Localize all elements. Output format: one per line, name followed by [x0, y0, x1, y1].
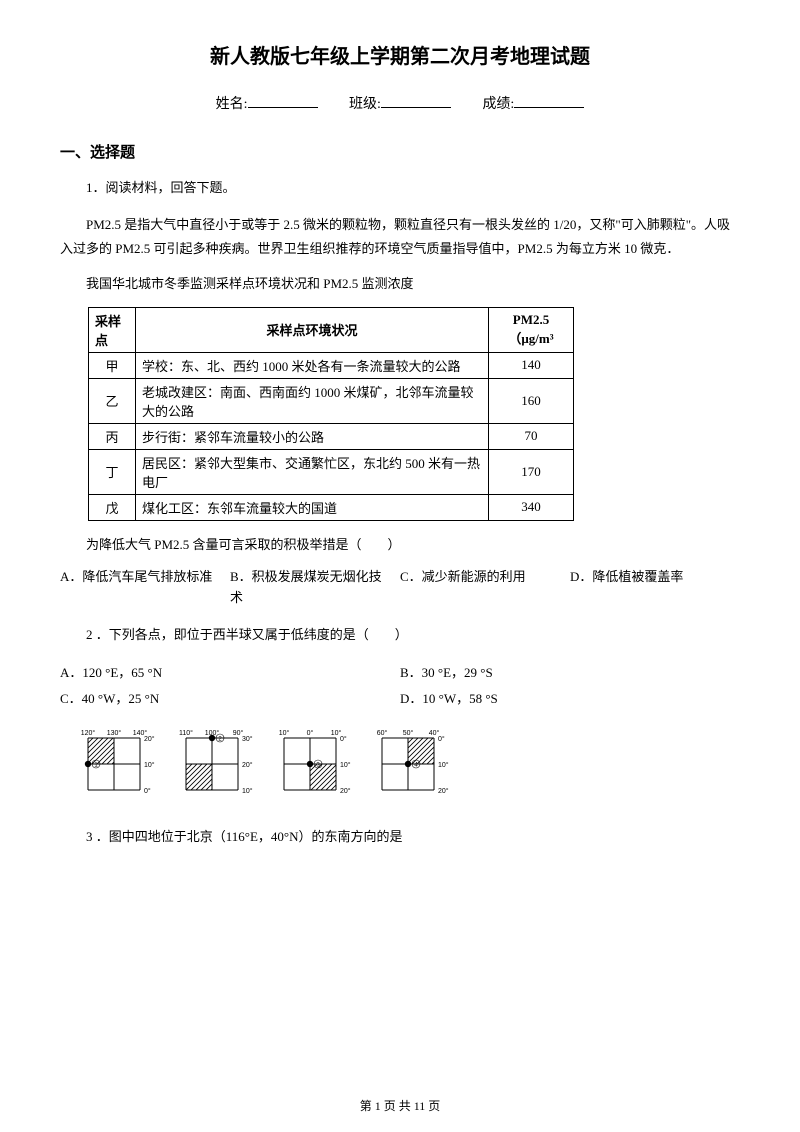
- svg-text:0°: 0°: [144, 787, 151, 795]
- q1-paragraph-2: 我国华北城市冬季监测采样点环境状况和 PM2.5 监测浓度: [60, 272, 740, 297]
- pm-table: 采样点 采样点环境状况 PM2.5 （μg/m³ 甲 学校：东、北、西约 100…: [88, 307, 574, 521]
- svg-text:120°: 120°: [81, 729, 96, 737]
- svg-text:60°: 60°: [377, 729, 388, 737]
- q1-paragraph-1: PM2.5 是指大气中直径小于或等于 2.5 微米的颗粒物，颗粒直径只有一根头发…: [60, 213, 740, 262]
- cell-val: 70: [489, 423, 574, 449]
- grid-diagram: 120°130°140°20°10°0°1110°100°90°30°20°10…: [80, 726, 740, 815]
- svg-text:20°: 20°: [438, 787, 449, 795]
- svg-text:0°: 0°: [438, 735, 445, 743]
- score-label: 成绩:: [482, 97, 514, 112]
- q1-number: 1．阅读材料，回答下题。: [60, 176, 740, 201]
- score-blank[interactable]: [514, 107, 584, 108]
- cell-desc: 老城改建区：南面、西南面约 1000 米煤矿，北邻车流量较大的公路: [136, 378, 489, 423]
- cell-val: 160: [489, 378, 574, 423]
- svg-text:10°: 10°: [279, 729, 290, 737]
- q1-option-b[interactable]: B．积极发展煤炭无烟化技术: [230, 567, 400, 609]
- svg-text:10°: 10°: [242, 787, 253, 795]
- section-heading: 一、选择题: [60, 141, 740, 162]
- page-footer: 第 1 页 共 11 页: [0, 1097, 800, 1114]
- class-blank[interactable]: [381, 107, 451, 108]
- th-val-l2: （μg/m³: [508, 331, 553, 346]
- th-val-l1: PM2.5: [513, 312, 549, 327]
- document-title: 新人教版七年级上学期第二次月考地理试题: [60, 40, 740, 69]
- cell-desc: 煤化工区：东邻车流量较大的国道: [136, 494, 489, 520]
- name-label: 姓名:: [216, 97, 248, 112]
- svg-text:0°: 0°: [340, 735, 347, 743]
- grid-svg: 120°130°140°20°10°0°1110°100°90°30°20°10…: [80, 726, 520, 810]
- q1-stem: 为降低大气 PM2.5 含量可言采取的积极举措是（ ）: [60, 533, 740, 558]
- cell-desc: 步行街：紧邻车流量较小的公路: [136, 423, 489, 449]
- cell-desc: 居民区：紧邻大型集市、交通繁忙区，东北约 500 米有一热电厂: [136, 449, 489, 494]
- cell-desc: 学校：东、北、西约 1000 米处各有一条流量较大的公路: [136, 352, 489, 378]
- q1-option-d[interactable]: D．降低植被覆盖率: [570, 567, 740, 609]
- svg-text:20°: 20°: [144, 735, 155, 743]
- th-desc: 采样点环境状况: [136, 307, 489, 352]
- q2-option-d[interactable]: D．10 °W，58 °S: [400, 686, 740, 712]
- cell-val: 140: [489, 352, 574, 378]
- table-row: 乙 老城改建区：南面、西南面约 1000 米煤矿，北邻车流量较大的公路 160: [89, 378, 574, 423]
- cell-pt: 丙: [89, 423, 136, 449]
- q3-number: 3 ．图中四地位于北京（116°E，40°N）的东南方向的是: [60, 825, 740, 850]
- table-row: 甲 学校：东、北、西约 1000 米处各有一条流量较大的公路 140: [89, 352, 574, 378]
- q2-option-c[interactable]: C．40 °W，25 °N: [60, 686, 400, 712]
- q2-options: A．120 °E，65 °N B．30 °E，29 °S C．40 °W，25 …: [60, 660, 740, 712]
- cell-pt: 戊: [89, 494, 136, 520]
- table-header-row: 采样点 采样点环境状况 PM2.5 （μg/m³: [89, 307, 574, 352]
- name-blank[interactable]: [248, 107, 318, 108]
- cell-pt: 乙: [89, 378, 136, 423]
- th-val: PM2.5 （μg/m³: [489, 307, 574, 352]
- class-label: 班级:: [349, 97, 381, 112]
- q2-option-a[interactable]: A．120 °E，65 °N: [60, 660, 400, 686]
- cell-pt: 甲: [89, 352, 136, 378]
- q2-number: 2 ．下列各点，即位于西半球又属于低纬度的是（ ）: [60, 623, 740, 648]
- svg-text:130°: 130°: [107, 729, 122, 737]
- q1-options: A．降低汽车尾气排放标准 B．积极发展煤炭无烟化技术 C．减少新能源的利用 D．…: [60, 567, 740, 609]
- svg-text:50°: 50°: [403, 729, 414, 737]
- svg-text:0°: 0°: [307, 729, 314, 737]
- table-row: 丁 居民区：紧邻大型集市、交通繁忙区，东北约 500 米有一热电厂 170: [89, 449, 574, 494]
- q1-option-c[interactable]: C．减少新能源的利用: [400, 567, 570, 609]
- svg-text:20°: 20°: [242, 761, 253, 769]
- svg-text:10°: 10°: [144, 761, 155, 769]
- svg-text:110°: 110°: [179, 729, 193, 737]
- th-point: 采样点: [89, 307, 136, 352]
- page: 新人教版七年级上学期第二次月考地理试题 姓名: 班级: 成绩: 一、选择题 1．…: [0, 0, 800, 1132]
- cell-val: 340: [489, 494, 574, 520]
- svg-text:30°: 30°: [242, 735, 253, 743]
- cell-val: 170: [489, 449, 574, 494]
- student-info-line: 姓名: 班级: 成绩:: [60, 93, 740, 113]
- svg-text:10°: 10°: [340, 761, 351, 769]
- q1-option-a[interactable]: A．降低汽车尾气排放标准: [60, 567, 230, 609]
- cell-pt: 丁: [89, 449, 136, 494]
- svg-text:10°: 10°: [438, 761, 449, 769]
- table-row: 戊 煤化工区：东邻车流量较大的国道 340: [89, 494, 574, 520]
- table-row: 丙 步行街：紧邻车流量较小的公路 70: [89, 423, 574, 449]
- svg-text:20°: 20°: [340, 787, 351, 795]
- q2-option-b[interactable]: B．30 °E，29 °S: [400, 660, 740, 686]
